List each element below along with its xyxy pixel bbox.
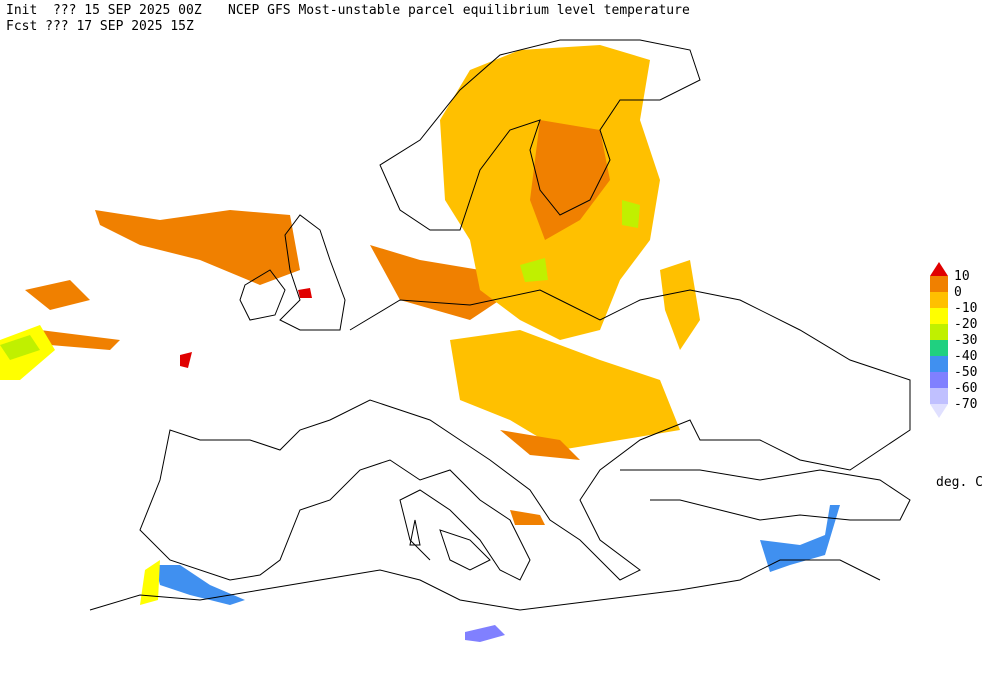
legend-label: -30 [954,333,977,348]
legend-swatch [930,356,948,372]
legend-swatch [930,340,948,356]
field-patches [0,45,840,642]
legend-swatch [930,262,948,276]
legend-label: -70 [954,397,977,412]
legend-swatch [930,276,948,292]
legend-label: -40 [954,349,977,364]
legend-unit: deg. C [936,475,983,490]
legend-swatch [930,292,948,308]
legend-label: -60 [954,381,977,396]
map-title: NCEP GFS Most-unstable parcel equilibriu… [228,3,690,18]
legend-label: 10 [954,269,970,284]
init-time: Init ??? 15 SEP 2025 00Z [6,3,202,18]
coastlines [89,39,911,611]
legend-label: -20 [954,317,977,332]
legend-swatch [930,308,948,324]
legend-label: -10 [954,301,977,316]
legend-swatch [930,388,948,404]
forecast-time: Fcst ??? 17 SEP 2025 15Z [6,19,194,34]
legend-swatch [930,324,948,340]
legend-swatch [930,404,948,418]
legend-label: 0 [954,285,962,300]
legend-label: -50 [954,365,977,380]
legend-swatch [930,372,948,388]
